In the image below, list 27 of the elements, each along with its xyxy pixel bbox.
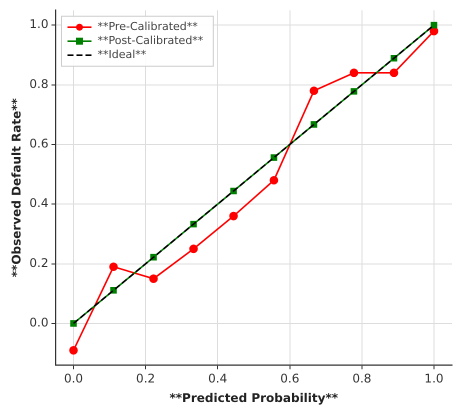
point [109, 262, 118, 272]
y-axis-title: **Observed Default Rate** [9, 97, 24, 278]
x-tick-label: 1.0 [424, 372, 444, 386]
x-tick-label: 0.4 [208, 372, 228, 386]
point [350, 68, 358, 78]
y-tick-label: 0.4 [29, 196, 48, 210]
x-tick-label: 0.6 [280, 372, 300, 386]
y-tick-label: 0.0 [29, 316, 48, 330]
x-tick-label: 0.0 [64, 372, 84, 386]
y-tick-label: 0.6 [29, 136, 48, 151]
point [270, 176, 278, 185]
x-tick-label: 0.8 [352, 372, 372, 386]
y-tick-label: 0.8 [29, 76, 48, 91]
point [189, 244, 198, 254]
x-axis-title: **Predicted Probability** [169, 390, 339, 405]
x-tick-label: 0.2 [136, 372, 156, 386]
point [229, 212, 238, 220]
legend-label: **Ideal** [97, 48, 147, 62]
point [430, 22, 438, 28]
point [69, 346, 78, 355]
point [310, 86, 318, 96]
point [390, 68, 398, 78]
y-tick-label: 0.2 [29, 256, 48, 270]
y-tick-label: 1.0 [29, 17, 48, 32]
point [149, 274, 158, 283]
legend-label: **Post-Calibrated** [97, 34, 204, 48]
legend-label: **Pre-Calibrated** [97, 20, 198, 34]
